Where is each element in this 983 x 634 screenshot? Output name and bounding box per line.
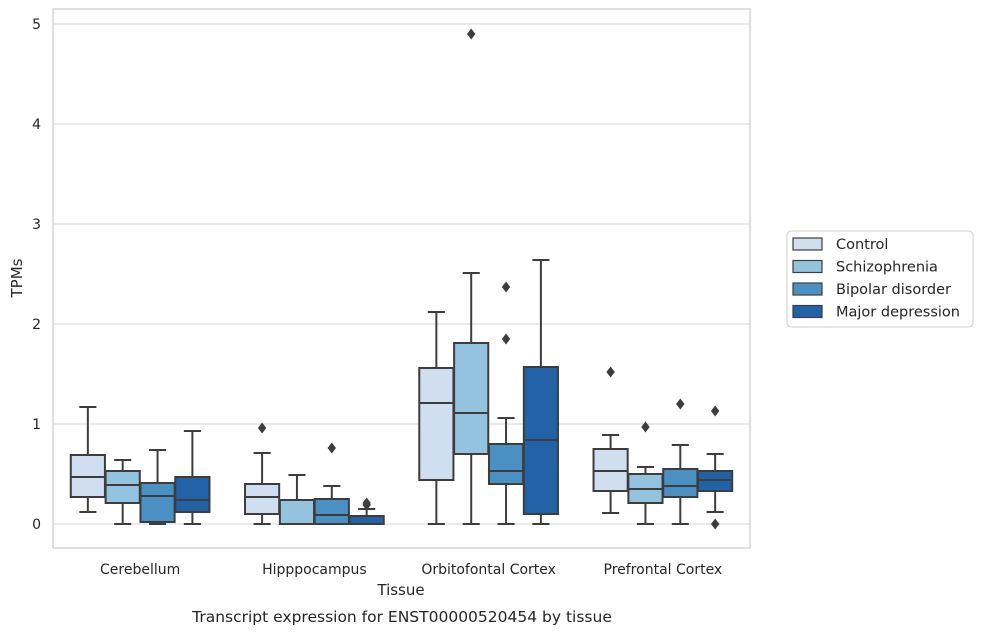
outlier-point — [501, 281, 511, 293]
y-axis-label: TPMs — [8, 258, 26, 298]
gridlines — [53, 23, 750, 525]
box-body — [348, 515, 385, 525]
box-body — [174, 476, 211, 513]
outlier-point — [327, 442, 336, 454]
legend-label: Control — [836, 237, 888, 253]
plot-frame — [52, 8, 751, 549]
box-body — [278, 499, 316, 525]
y-tick-label: 4 — [32, 117, 41, 133]
box-body — [139, 482, 176, 523]
x-tick-label: Cerebellum — [100, 562, 180, 578]
box-major-depression — [174, 430, 211, 525]
outlier-point — [467, 28, 476, 40]
box-bipolar-disorder — [313, 442, 350, 525]
legend-swatch — [792, 282, 823, 296]
legend-frame — [786, 230, 974, 328]
outlier-point — [710, 518, 720, 530]
x-tick-label: Orbitofontal Cortex — [421, 562, 556, 578]
box-body — [313, 498, 350, 525]
box-bipolar-disorder — [487, 281, 525, 525]
box-bipolar-disorder — [139, 449, 176, 525]
box-layer — [69, 28, 734, 530]
outlier-point — [501, 333, 511, 345]
box-body — [453, 342, 490, 455]
x-tick-labels: Cerebellum Hipppocampus Orbitofontal Corte… — [100, 562, 722, 578]
legend-swatch — [792, 304, 823, 319]
box-control — [69, 406, 106, 513]
x-tick-label: Hipppocampus — [262, 562, 367, 578]
x-tick-label: Prefrontal Cortex — [604, 562, 723, 578]
y-tick-label: 5 — [32, 17, 41, 33]
box-body — [104, 470, 141, 504]
y-tick-labels: 0 1 2 3 4 5 — [32, 17, 41, 533]
outlier-point — [362, 497, 371, 509]
legend-swatch — [792, 259, 823, 274]
box-schizophrenia — [104, 459, 141, 525]
box-schizophrenia — [278, 474, 316, 525]
outlier-point — [641, 421, 650, 433]
chart-caption: Transcript expression for ENST0000052045… — [191, 608, 612, 626]
box-schizophrenia — [453, 28, 490, 525]
box-control — [244, 422, 281, 525]
box-control — [418, 311, 455, 525]
y-tick-label: 0 — [32, 517, 41, 533]
outlier-point — [257, 422, 267, 434]
x-axis-label: Tissue — [376, 581, 424, 599]
box-body — [487, 443, 525, 485]
box-body — [662, 468, 699, 498]
y-tick-label: 1 — [32, 417, 41, 433]
legend: Control Schizophrenia Bipolar disorder Majo… — [786, 230, 974, 328]
outlier-point — [606, 366, 615, 378]
box-schizophrenia — [627, 421, 664, 525]
y-tick-label: 3 — [32, 217, 41, 233]
box-major-depression — [697, 405, 734, 530]
box-major-depression — [522, 259, 559, 525]
legend-label: Bipolar disorder — [836, 282, 951, 298]
legend-swatch — [792, 237, 823, 251]
box-bipolar-disorder — [662, 398, 699, 525]
outlier-point — [710, 405, 720, 417]
box-body — [418, 367, 455, 481]
box-major-depression — [348, 497, 385, 525]
legend-label: Schizophrenia — [836, 260, 938, 276]
box-body — [244, 483, 281, 515]
outlier-point — [676, 398, 685, 410]
legend-label: Major depression — [836, 305, 960, 321]
box-control — [592, 366, 629, 514]
y-tick-label: 2 — [32, 317, 41, 333]
